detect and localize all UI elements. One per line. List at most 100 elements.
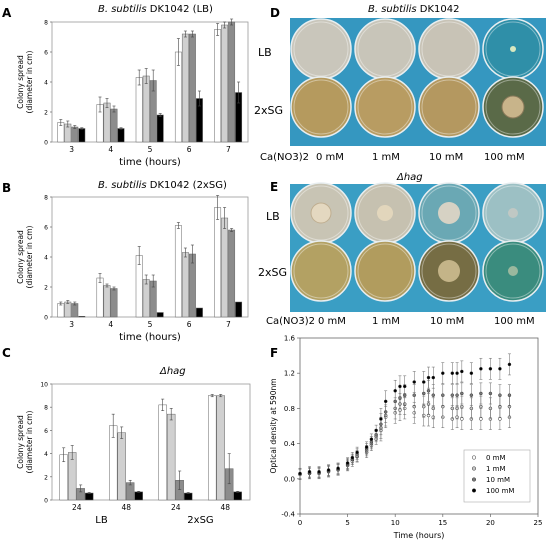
chart-f-point <box>498 417 502 421</box>
chart-f-point <box>488 406 493 411</box>
chart-f-point <box>507 393 512 397</box>
chart-f-xtick-label: 25 <box>534 519 543 527</box>
chart-f-point <box>450 406 455 411</box>
colony-1-3 <box>501 95 525 119</box>
panel-label-a: A <box>2 6 12 20</box>
chartA-xtick-label: 3 <box>69 145 74 154</box>
chart-f-point <box>426 375 431 380</box>
chartA-ytick-label: 2 <box>44 110 48 117</box>
chart-f-point <box>479 367 483 371</box>
chartB-bar <box>195 307 203 318</box>
panel-b-title-italic: B. subtilis <box>98 180 147 191</box>
chartB-ylabel2: (diameter in cm) <box>25 225 34 288</box>
chartC-ytick-label: 2 <box>44 474 48 481</box>
plate-rim-0-0 <box>293 21 349 77</box>
chart-f-point <box>450 393 455 397</box>
chartC-xtick-label: 24 <box>171 503 181 512</box>
panel-b-title-normal: DK1042 (2xSG) <box>149 180 227 191</box>
chart-f-legend-marker <box>471 488 477 493</box>
chart-f-point <box>460 404 464 409</box>
panel-e-col-header: Ca(NO3)2 <box>266 316 315 327</box>
chart-f-point <box>498 393 502 397</box>
panel-d-title: B. subtilis DK1042 <box>368 4 460 15</box>
chart-f-point <box>369 437 374 441</box>
chart-f-xtick-label: 10 <box>391 519 400 527</box>
plate-rim-1-0 <box>293 243 349 299</box>
chartA-xtick-label: 4 <box>108 145 113 154</box>
chart-f-xtick-label: 0 <box>298 519 302 527</box>
chart-f-point <box>498 367 502 371</box>
chart-f-xtick-label: 15 <box>438 519 447 527</box>
chartB-xtick-label: 3 <box>69 320 74 329</box>
chart-f-legend-marker <box>471 477 477 482</box>
chartB-bar <box>156 312 164 318</box>
chart-f-point <box>507 362 512 367</box>
chart-f-ytick-label: 0.0 <box>284 475 295 483</box>
colony-0-2 <box>438 202 460 224</box>
chart-f-point <box>441 371 445 375</box>
panel-label-c: C <box>2 346 11 360</box>
chart-f-legend-label: 1 mM <box>486 465 506 473</box>
chart-f-point <box>455 406 459 411</box>
chart-f-point <box>426 389 431 393</box>
chartA-xlabel: time (hours) <box>119 157 181 168</box>
chart-f-point <box>431 393 436 397</box>
chart-f-point <box>460 391 464 396</box>
chartA-ylabel: Colony spread <box>16 55 25 109</box>
chart-f-point <box>431 375 436 380</box>
chartA-ytick-label: 4 <box>44 80 48 87</box>
colony-0-3 <box>508 208 518 218</box>
chart-f-point <box>336 466 340 470</box>
chartC-ytick-label: 10 <box>40 382 48 389</box>
chartA-ytick-label: 0 <box>44 140 48 147</box>
chartB-ytick-label: 6 <box>44 225 48 232</box>
chart-f-point <box>455 393 459 397</box>
chart-f-point <box>345 461 350 465</box>
chart-f-point <box>379 417 383 421</box>
chartA-xtick-label: 6 <box>187 145 192 154</box>
panel-a-title-italic: B. subtilis <box>98 4 147 15</box>
chart-f-point <box>298 471 302 476</box>
chart-f-point <box>431 406 436 411</box>
chartA-ylabel2: (diameter in cm) <box>25 50 34 113</box>
chart-f-point <box>402 384 407 389</box>
chart-f-point <box>455 371 459 375</box>
chart-f-point <box>479 391 483 396</box>
chart-f-point <box>412 393 416 397</box>
panel-d-title-italic: B. subtilis <box>368 4 417 15</box>
panel-b-title: B. subtilis DK1042 (2xSG) <box>98 180 227 191</box>
panel-e-row-lb: LB <box>266 210 280 223</box>
chart-f-legend-marker <box>471 466 477 471</box>
chartA-ytick-label: 6 <box>44 50 48 57</box>
panel-e-row-2xsg: 2xSG <box>258 266 288 279</box>
chartC-xtick-label: 48 <box>121 503 131 512</box>
chart-f-xtick-label: 5 <box>345 519 349 527</box>
chart-f-point <box>488 367 493 371</box>
plate-rim-1-2 <box>421 79 477 135</box>
chartB-bar <box>235 301 243 318</box>
chart-f-ylabel: Optical density at 590nm <box>269 378 278 473</box>
chartB-xtick-label: 5 <box>148 320 153 329</box>
panel-label-b: B <box>2 181 12 195</box>
plate-rim-1-1 <box>357 79 413 135</box>
panel-d-col-0: 0 mM <box>316 152 344 163</box>
colony-1-3 <box>508 266 518 276</box>
panel-e-col-1: 1 mM <box>372 316 400 327</box>
chartC-ytick-label: 6 <box>44 428 48 435</box>
panel-c-title: Δhag <box>160 366 186 377</box>
chart-f-point <box>383 399 388 404</box>
chart-f-point <box>398 384 402 389</box>
chartC-xtick-label: 24 <box>72 503 82 512</box>
panel-e-title: Δhag <box>397 172 423 183</box>
panel-d-col-1: 1 mM <box>372 152 400 163</box>
chart-f-point <box>355 450 359 455</box>
chart-f-point <box>488 391 493 396</box>
chart-f-ytick-label: 1.2 <box>284 370 295 378</box>
chart-f-ytick-label: 0.8 <box>284 405 295 413</box>
chart-f-point <box>422 380 426 384</box>
chartC-frame <box>51 383 251 501</box>
plate-rim-0-1 <box>357 21 413 77</box>
